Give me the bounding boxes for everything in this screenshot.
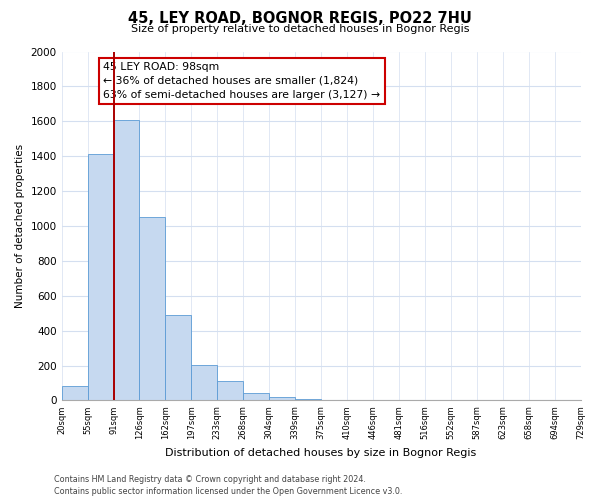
- Text: Size of property relative to detached houses in Bognor Regis: Size of property relative to detached ho…: [131, 24, 469, 34]
- Bar: [62, 386, 88, 400]
- Text: 45 LEY ROAD: 98sqm
← 36% of detached houses are smaller (1,824)
63% of semi-deta: 45 LEY ROAD: 98sqm ← 36% of detached hou…: [103, 62, 380, 100]
- Bar: [243, 394, 269, 400]
- Y-axis label: Number of detached properties: Number of detached properties: [15, 144, 25, 308]
- Bar: [113, 120, 139, 400]
- X-axis label: Distribution of detached houses by size in Bognor Regis: Distribution of detached houses by size …: [166, 448, 477, 458]
- Text: Contains HM Land Registry data © Crown copyright and database right 2024.
Contai: Contains HM Land Registry data © Crown c…: [54, 474, 403, 496]
- Bar: [217, 381, 243, 400]
- Bar: [191, 364, 217, 400]
- Bar: [139, 217, 166, 400]
- Bar: [269, 397, 295, 400]
- Bar: [295, 398, 321, 400]
- Bar: [166, 315, 191, 400]
- Text: 45, LEY ROAD, BOGNOR REGIS, PO22 7HU: 45, LEY ROAD, BOGNOR REGIS, PO22 7HU: [128, 11, 472, 26]
- Bar: [88, 154, 113, 400]
